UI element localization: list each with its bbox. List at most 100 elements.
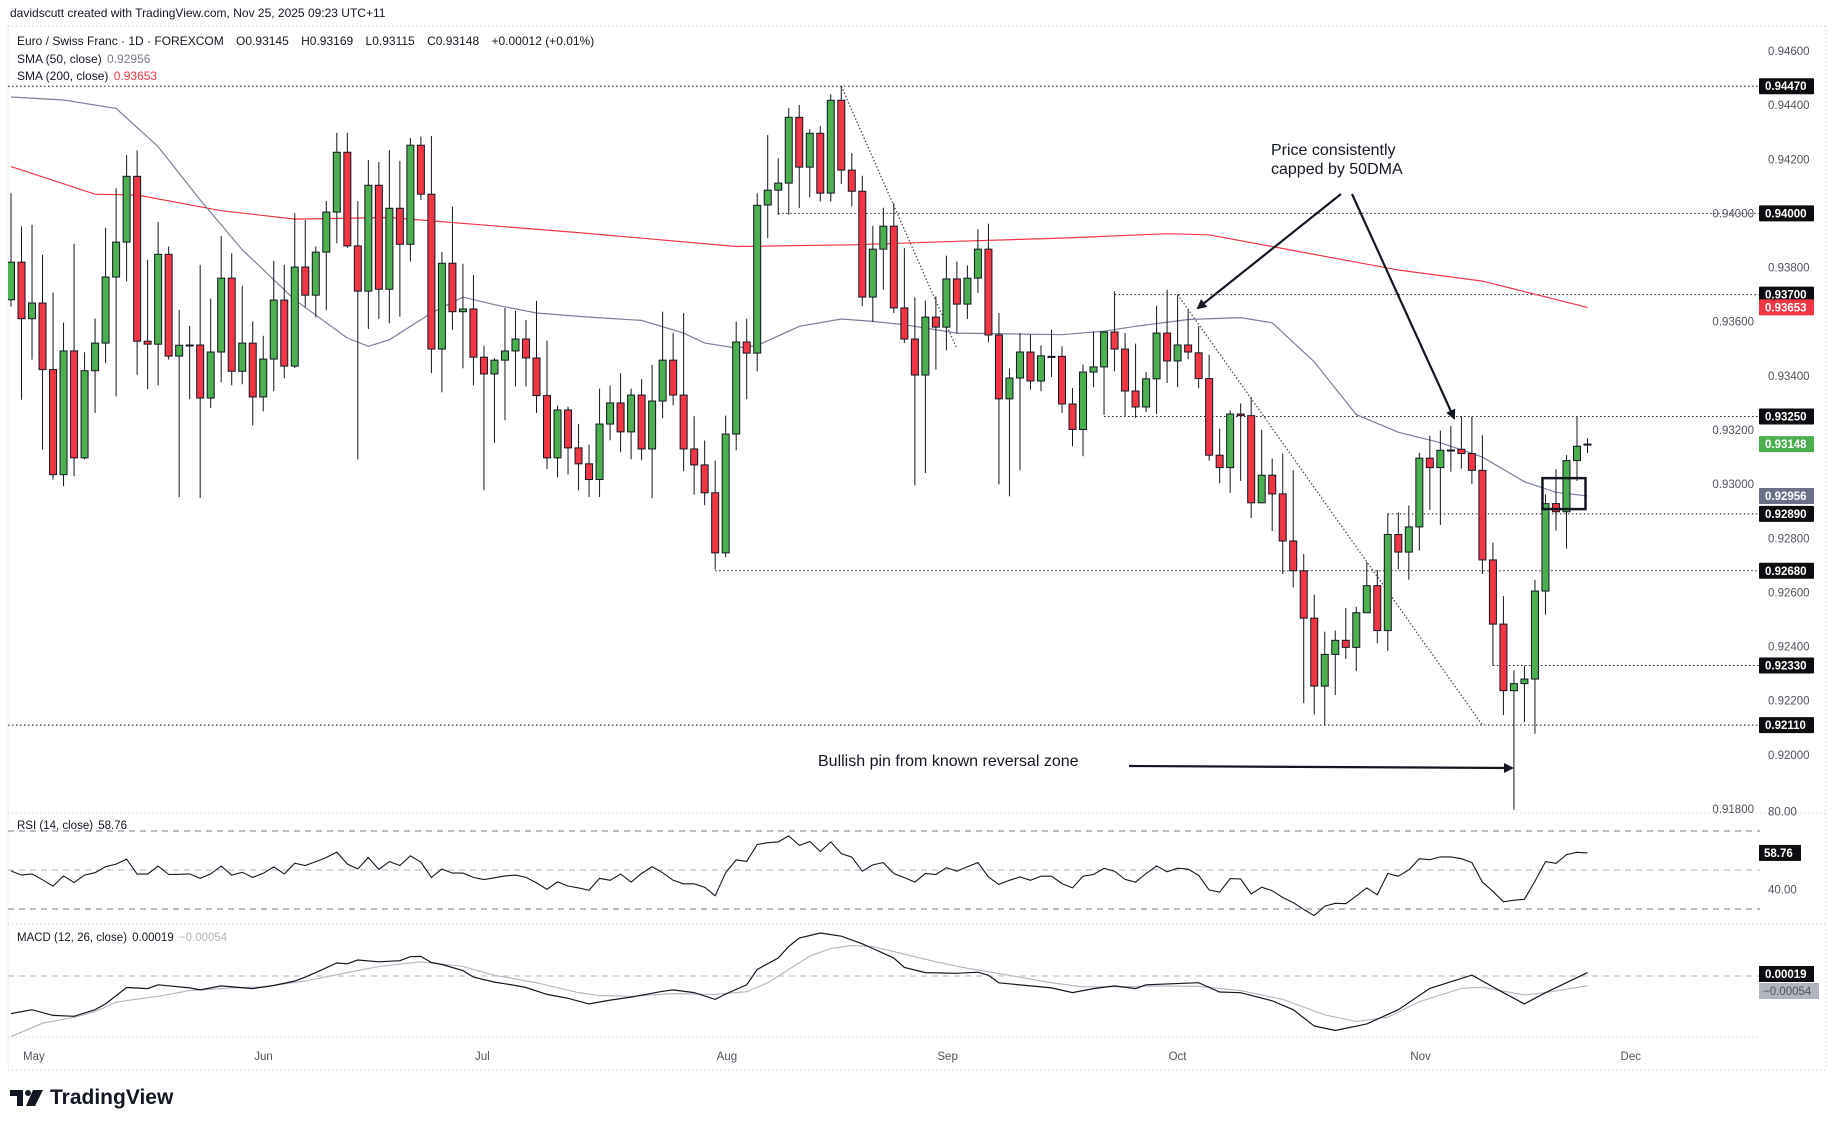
candle[interactable] [1173, 294, 1182, 388]
candle[interactable] [1320, 631, 1329, 726]
candle[interactable] [1058, 346, 1066, 413]
candle[interactable] [448, 206, 457, 330]
candle[interactable] [1278, 453, 1287, 575]
candle[interactable] [1257, 429, 1266, 504]
candle[interactable] [826, 94, 835, 202]
candle[interactable] [437, 251, 446, 393]
candle[interactable] [49, 292, 58, 480]
candle[interactable] [847, 153, 856, 207]
candle[interactable] [1467, 416, 1476, 484]
candle[interactable] [1036, 345, 1045, 392]
candle[interactable] [395, 160, 404, 317]
candle[interactable] [59, 322, 68, 487]
candle[interactable] [1005, 368, 1014, 497]
candle[interactable] [1079, 364, 1088, 457]
candle[interactable] [732, 321, 741, 451]
candle[interactable] [900, 248, 909, 344]
candle[interactable] [931, 296, 940, 370]
candle[interactable] [1089, 331, 1098, 388]
candle[interactable] [1425, 435, 1434, 510]
candle[interactable] [479, 345, 488, 491]
candle[interactable] [795, 104, 804, 209]
candle[interactable] [1131, 343, 1140, 418]
candle[interactable] [910, 297, 919, 486]
candle[interactable] [1289, 470, 1298, 588]
candle[interactable] [301, 219, 310, 308]
candle[interactable] [616, 373, 625, 453]
rsi-line[interactable] [10, 835, 1588, 917]
highlight-box[interactable] [1541, 476, 1587, 511]
candle[interactable] [532, 300, 541, 413]
candle[interactable] [385, 150, 394, 324]
candle[interactable] [700, 440, 709, 506]
candle[interactable] [290, 213, 299, 369]
candle[interactable] [1142, 372, 1151, 413]
candle[interactable] [606, 385, 615, 441]
candle[interactable] [500, 307, 509, 421]
candle[interactable] [133, 150, 142, 375]
candle[interactable] [648, 364, 657, 499]
candle[interactable] [1194, 326, 1203, 389]
candle[interactable] [879, 207, 888, 290]
candle[interactable] [164, 246, 173, 360]
candle[interactable] [921, 300, 930, 474]
rsi-legend[interactable]: RSI (14, close) 58.76 [17, 820, 127, 832]
candle[interactable] [858, 175, 867, 307]
candle[interactable] [1152, 305, 1161, 415]
candle[interactable] [637, 379, 646, 461]
candle[interactable] [627, 388, 636, 460]
candle[interactable] [1268, 458, 1277, 531]
candle[interactable] [1551, 469, 1560, 531]
candle[interactable] [1404, 505, 1413, 580]
candle[interactable] [1530, 579, 1539, 734]
candle[interactable] [1394, 512, 1403, 570]
candle[interactable] [774, 158, 783, 215]
candle[interactable] [8, 193, 15, 307]
candle[interactable] [1184, 309, 1193, 360]
candle[interactable] [280, 264, 289, 379]
candle[interactable] [238, 285, 247, 385]
candle[interactable] [1068, 388, 1077, 447]
candle[interactable] [1352, 606, 1361, 671]
candle[interactable] [679, 313, 688, 472]
candle[interactable] [595, 388, 604, 498]
candle[interactable] [952, 261, 961, 334]
candle[interactable] [984, 223, 993, 343]
candle[interactable] [406, 138, 415, 262]
candle[interactable] [521, 319, 530, 387]
candle[interactable] [1100, 331, 1109, 415]
candle[interactable] [889, 203, 898, 314]
candle[interactable] [816, 125, 825, 202]
candle[interactable] [1509, 670, 1518, 810]
candle[interactable] [1015, 333, 1024, 471]
sma200-legend[interactable]: SMA (200, close) 0.93653 [17, 69, 157, 83]
candle[interactable] [416, 136, 425, 200]
candle[interactable] [690, 416, 699, 495]
candle[interactable] [994, 313, 1003, 485]
candle[interactable] [101, 227, 110, 364]
candle[interactable] [721, 415, 730, 558]
candle[interactable] [185, 325, 194, 400]
candle[interactable] [1121, 333, 1130, 417]
candle[interactable] [112, 188, 121, 397]
candle[interactable] [143, 259, 152, 390]
candle[interactable] [1446, 425, 1455, 472]
candle[interactable] [553, 405, 562, 478]
candle[interactable] [70, 243, 79, 477]
candle[interactable] [837, 86, 846, 184]
candle[interactable] [322, 200, 331, 311]
candle[interactable] [269, 260, 278, 392]
candle[interactable] [868, 225, 877, 322]
candle[interactable] [343, 132, 352, 249]
candle[interactable] [374, 161, 383, 320]
candle[interactable] [1331, 630, 1340, 696]
candle[interactable] [248, 321, 257, 426]
candle[interactable] [17, 226, 26, 400]
candle[interactable] [1026, 334, 1035, 390]
candle[interactable] [353, 200, 362, 460]
candle[interactable] [805, 129, 814, 198]
candle[interactable] [206, 298, 215, 409]
candle[interactable] [742, 318, 751, 400]
candle[interactable] [543, 340, 552, 469]
tradingview-logo[interactable]: TradingView [10, 1086, 173, 1110]
